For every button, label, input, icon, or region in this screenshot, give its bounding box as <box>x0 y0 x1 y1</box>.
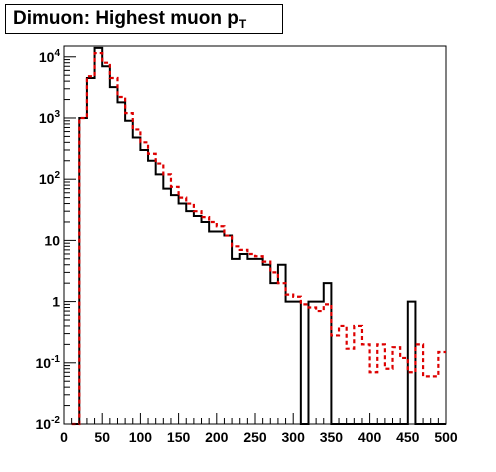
x-tick-label: 350 <box>320 429 344 445</box>
histogram-series-1 <box>71 46 446 425</box>
y-tick-label: 10-1 <box>36 354 61 371</box>
x-tick-label: 500 <box>434 429 458 445</box>
x-tick-label: 0 <box>60 429 68 445</box>
x-tick-label: 50 <box>94 429 110 445</box>
x-tick-label: 400 <box>358 429 382 445</box>
x-tick-label: 200 <box>205 429 229 445</box>
x-tick-label: 300 <box>282 429 306 445</box>
y-tick-label: 103 <box>39 109 61 126</box>
x-tick-label: 150 <box>167 429 191 445</box>
chart-title-subscript: T <box>238 17 247 31</box>
x-tick-label: 250 <box>243 429 267 445</box>
y-tick-label: 102 <box>39 170 61 187</box>
histogram-series-2 <box>71 51 446 426</box>
x-tick-label: 450 <box>396 429 420 445</box>
y-tick-label: 10-2 <box>36 415 61 432</box>
y-tick-label: 104 <box>39 48 61 65</box>
x-tick-label: 100 <box>129 429 153 445</box>
y-tick-label: 1 <box>52 294 60 310</box>
chart-title: Dimuon: Highest muon pT <box>5 4 283 34</box>
y-tick-label: 10 <box>44 232 60 248</box>
chart-title-main: Dimuon: Highest muon p <box>13 8 239 29</box>
